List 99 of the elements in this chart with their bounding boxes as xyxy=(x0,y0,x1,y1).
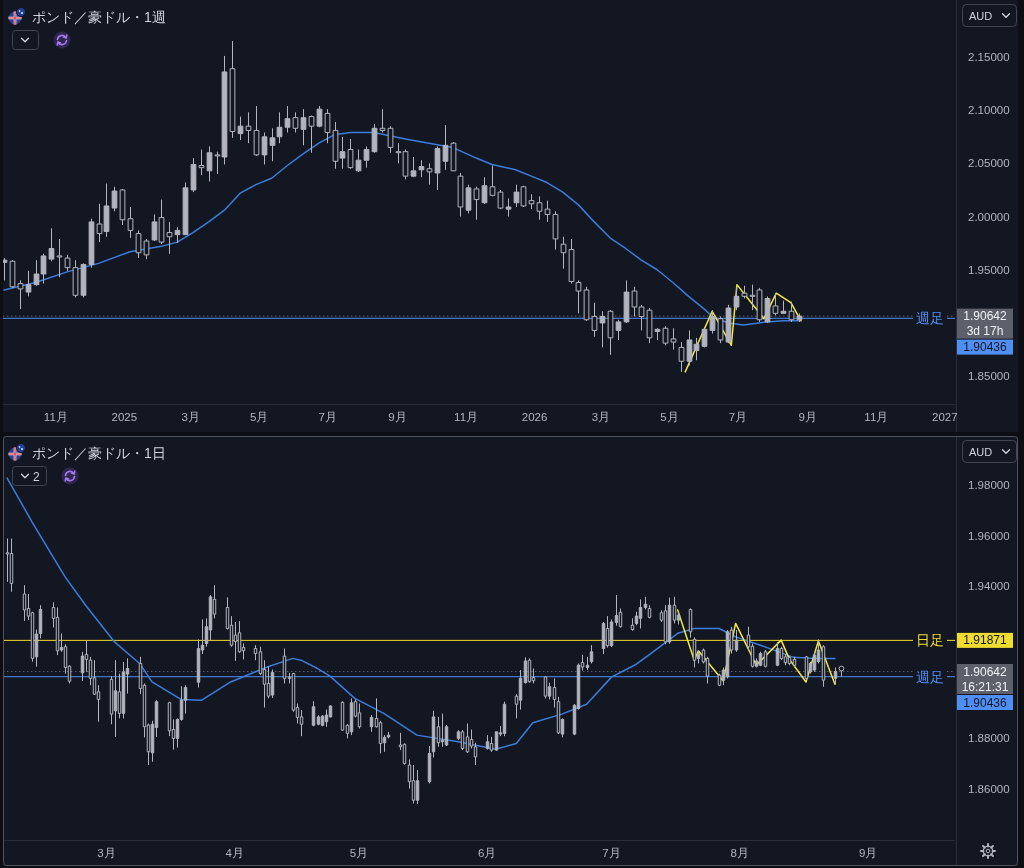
y-tick-label: 2.15000 xyxy=(968,51,1010,64)
candlestick xyxy=(489,736,494,753)
x-tick-label: 5月 xyxy=(349,847,369,859)
x-tick-label: 3月 xyxy=(591,411,611,423)
candlestick xyxy=(552,677,557,709)
candlestick xyxy=(821,644,826,688)
candlestick xyxy=(22,584,27,622)
candlestick xyxy=(692,636,697,668)
text: 16:21:31 xyxy=(961,679,1009,694)
candlestick xyxy=(734,629,739,653)
x-tick-label: 9月 xyxy=(858,847,878,859)
y-axis-title: AUD xyxy=(969,446,993,458)
y-tick-label: 1.88000 xyxy=(968,732,1010,745)
candlestick xyxy=(121,661,126,719)
candlestick xyxy=(585,656,590,671)
candlestick xyxy=(688,607,693,639)
text: 1.90642 xyxy=(963,664,1008,679)
candlestick xyxy=(485,734,490,751)
candlestick xyxy=(9,538,14,593)
candlestick xyxy=(638,598,643,629)
candlestick xyxy=(320,714,325,727)
y-tick-label: 2.10000 xyxy=(968,104,1010,117)
x-tick-label: 11月 xyxy=(454,411,479,423)
candlestick xyxy=(270,669,275,699)
candlestick xyxy=(609,618,614,648)
y-tick-label: 1.98000 xyxy=(968,479,1010,492)
x-tick-label: 2026 xyxy=(521,411,548,423)
candlestick xyxy=(415,769,420,805)
candlestick xyxy=(643,596,648,610)
x-tick-label: 5月 xyxy=(660,411,679,423)
currency-dropdown: AUD xyxy=(962,440,1017,463)
x-tick-label: 7月 xyxy=(728,411,748,423)
candlestick xyxy=(369,714,374,733)
y-tick-label: 1.85000 xyxy=(968,370,1010,383)
line-series xyxy=(676,609,836,685)
y-tick-label: 1.95000 xyxy=(968,263,1010,276)
line-series xyxy=(3,131,800,326)
x-tick-label: 8月 xyxy=(730,847,749,859)
candlestick xyxy=(431,710,436,758)
candlestick xyxy=(311,700,316,727)
x-tick-label: 9月 xyxy=(798,411,817,423)
candlestick xyxy=(614,594,619,627)
currency-dropdown: AUD xyxy=(962,4,1017,27)
x-tick-label: 2027 xyxy=(932,411,958,423)
y-tick-label: 1.86000 xyxy=(968,783,1010,796)
text: 1.90436 xyxy=(963,340,1008,355)
x-tick-label: 7月 xyxy=(318,411,338,423)
x-tick-label: 11月 xyxy=(43,411,68,423)
candlestick xyxy=(55,606,60,656)
x-tick-label: 5月 xyxy=(250,411,269,423)
candlestick xyxy=(763,649,768,668)
candlestick xyxy=(647,604,652,619)
y-tick-label: 2.00000 xyxy=(968,210,1010,223)
text: 3d 17h xyxy=(966,324,1004,339)
candlestick xyxy=(630,617,635,632)
candlestick xyxy=(282,648,287,684)
text: 1.90642 xyxy=(963,309,1008,324)
candlestick xyxy=(427,745,432,785)
candlestick xyxy=(775,641,780,667)
ref-line-label: 日足 xyxy=(916,632,944,649)
ref-line-label: 週足 xyxy=(916,668,944,685)
candlestick xyxy=(543,675,548,699)
x-tick-label: 2025 xyxy=(111,411,138,423)
x-tick-label: 4月 xyxy=(225,847,244,859)
candlestick xyxy=(589,644,594,664)
candlestick xyxy=(833,667,838,685)
annotation: 2 xyxy=(33,470,40,484)
text: 1.91871 xyxy=(963,633,1008,648)
ref-line-label: 週足 xyxy=(916,310,944,327)
candlestick xyxy=(440,713,445,748)
x-tick-label: 3月 xyxy=(97,847,116,859)
y-axis-title: AUD xyxy=(969,10,993,22)
candlestick xyxy=(436,716,441,748)
candlestick xyxy=(357,702,362,730)
text: ポンド／豪ドル・1日 xyxy=(32,445,166,461)
candlestick xyxy=(253,644,258,661)
candlestick xyxy=(465,722,470,754)
candlestick xyxy=(113,659,118,738)
candlestick xyxy=(349,697,354,736)
collapse-button: 2 xyxy=(12,466,47,486)
candlestick xyxy=(758,651,763,667)
candlestick xyxy=(460,729,465,751)
candlestick xyxy=(792,656,797,668)
y-tick-label: 1.96000 xyxy=(968,529,1010,542)
candlestick xyxy=(672,596,677,624)
x-tick-label: 11月 xyxy=(864,411,889,423)
candlestick xyxy=(316,714,321,726)
candlestick xyxy=(667,597,672,645)
x-tick-label: 6月 xyxy=(478,847,497,859)
text: ポンド／豪ドル・1週 xyxy=(32,9,166,25)
candlestick xyxy=(324,709,329,728)
candlestick xyxy=(787,655,792,666)
x-tick-label: 3月 xyxy=(181,411,200,423)
candlestick xyxy=(556,696,561,735)
x-tick-label: 9月 xyxy=(388,411,407,423)
y-tick-label: 1.94000 xyxy=(968,580,1010,593)
y-tick-label: 2.05000 xyxy=(968,157,1010,170)
text: 1.90436 xyxy=(963,695,1008,710)
x-tick-label: 7月 xyxy=(602,847,621,859)
